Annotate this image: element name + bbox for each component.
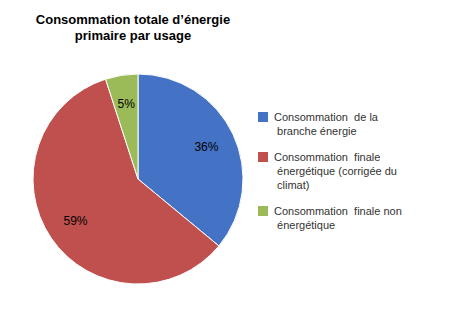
html-text:Consommation de la branche éne: Consommation de la branche énergie [274, 111, 378, 137]
html-text:Consommation finale non énergé: Consommation finale non énergétique [274, 205, 402, 231]
svg-text:59%: 59% [63, 214, 87, 228]
svg-text:36%: 36% [194, 140, 218, 154]
html-text:Consommation totale d’énergie: Consommation totale d’énergie primaire p… [35, 12, 231, 43]
svg-text:5%: 5% [118, 97, 136, 111]
html-text:Consommation finale énergétiqu: Consommation finale énergétique (corrigé… [274, 151, 397, 191]
